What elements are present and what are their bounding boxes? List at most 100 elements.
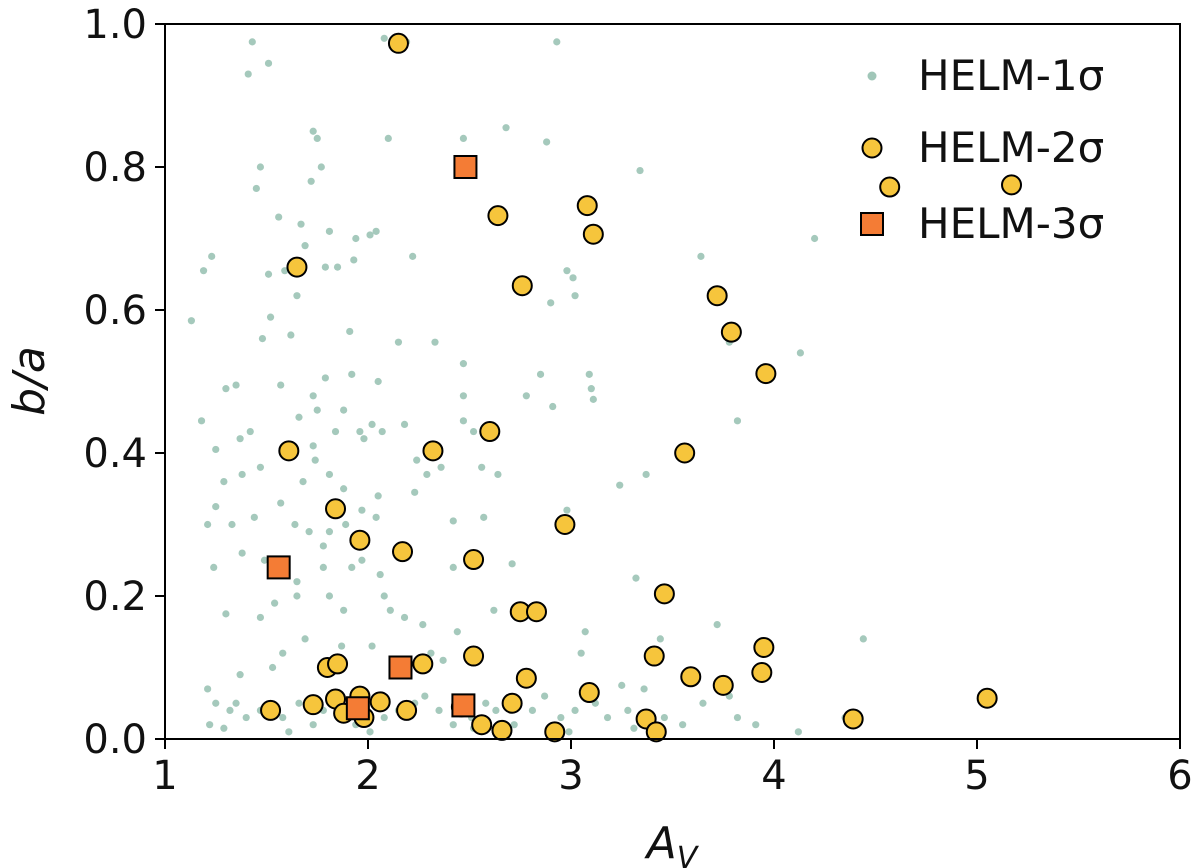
y-tick-label: 1.0 [83, 2, 147, 48]
data-point-helm-1sigma [449, 517, 457, 525]
legend: HELM-1σ HELM-2σ HELM-3σ [860, 51, 1104, 248]
data-point-helm-1sigma [459, 360, 468, 368]
data-point-helm-1sigma [528, 706, 537, 715]
legend-marker-helm-2sigma [861, 137, 883, 159]
x-tick-label: 2 [355, 753, 380, 799]
data-point-helm-1sigma [587, 385, 595, 393]
data-point-helm-1sigma [358, 556, 366, 564]
data-point-helm-1sigma [547, 299, 555, 307]
data-point-helm-1sigma [699, 699, 707, 707]
data-point-helm-1sigma [394, 338, 403, 346]
data-point-helm-3sigma [345, 696, 370, 721]
series-dot-points [187, 34, 867, 736]
data-point-helm-1sigma [275, 213, 283, 221]
data-point-helm-1sigma [260, 556, 269, 564]
data-point-helm-1sigma [242, 713, 250, 722]
data-point-helm-1sigma [220, 478, 228, 486]
data-point-helm-2sigma [674, 442, 696, 464]
y-tick-label: 0.8 [83, 145, 147, 191]
data-point-helm-1sigma [494, 470, 502, 479]
data-point-helm-2sigma [463, 645, 485, 667]
data-point-helm-1sigma [563, 506, 571, 514]
data-point-helm-2sigma [544, 721, 566, 743]
data-point-helm-1sigma [453, 628, 461, 636]
data-point-helm-2sigma [645, 721, 667, 743]
data-point-helm-2sigma [286, 256, 308, 278]
data-point-helm-1sigma [421, 692, 429, 700]
data-point-helm-1sigma [222, 385, 230, 393]
data-point-helm-2sigma [325, 498, 347, 520]
data-point-helm-1sigma [212, 699, 220, 707]
x-axis-label-main: A [644, 818, 677, 868]
data-point-helm-1sigma [204, 520, 212, 529]
data-point-helm-1sigma [636, 166, 644, 175]
data-point-helm-2sigma [1001, 174, 1023, 196]
data-point-helm-1sigma [679, 721, 687, 729]
data-point-helm-1sigma [208, 252, 216, 260]
data-point-helm-1sigma [212, 503, 220, 511]
data-point-helm-1sigma [459, 134, 468, 142]
data-point-helm-1sigma [469, 427, 478, 436]
data-point-helm-1sigma [222, 610, 230, 618]
data-point-helm-1sigma [431, 338, 439, 346]
data-point-helm-1sigma [301, 635, 309, 643]
data-point-helm-2sigma [260, 699, 282, 721]
data-point-helm-1sigma [252, 184, 260, 193]
data-point-helm-1sigma [256, 463, 265, 471]
series-circle-points [260, 32, 1023, 743]
data-point-helm-1sigma [232, 381, 240, 389]
data-point-helm-1sigma [541, 692, 549, 700]
data-point-helm-1sigma [325, 528, 334, 536]
data-point-helm-1sigma [319, 542, 327, 550]
data-point-helm-2sigma [349, 529, 371, 551]
y-tick-label: 0.6 [83, 288, 147, 334]
data-point-helm-1sigma [400, 613, 409, 622]
data-point-helm-1sigma [210, 563, 218, 572]
data-point-helm-1sigma [384, 134, 392, 142]
data-point-helm-1sigma [264, 270, 273, 278]
data-point-helm-1sigma [380, 713, 388, 722]
data-point-helm-1sigma [374, 492, 382, 500]
data-point-helm-1sigma [642, 470, 650, 479]
data-point-helm-2sigma [479, 421, 501, 443]
data-point-helm-2sigma [720, 321, 742, 343]
data-point-helm-1sigma [372, 227, 380, 235]
data-point-helm-1sigma [228, 520, 236, 529]
data-point-helm-1sigma [309, 442, 317, 450]
data-point-helm-1sigma [266, 313, 275, 321]
data-point-helm-3sigma [453, 155, 478, 179]
data-point-helm-2sigma [643, 645, 665, 667]
data-point-helm-1sigma [325, 592, 334, 600]
data-point-helm-2sigma [755, 363, 777, 385]
data-point-helm-2sigma [578, 682, 600, 704]
data-point-helm-2sigma [422, 440, 444, 462]
y-tick-label: 0.4 [83, 431, 147, 477]
data-point-helm-1sigma [313, 134, 321, 142]
data-point-helm-1sigma [549, 402, 557, 411]
data-point-helm-2sigma [387, 32, 409, 54]
data-point-helm-1sigma [264, 59, 273, 67]
data-point-helm-1sigma [256, 613, 265, 622]
x-tick-label: 1 [152, 753, 177, 799]
data-point-helm-1sigma [630, 724, 638, 732]
data-point-helm-1sigma [589, 395, 597, 403]
data-point-helm-1sigma [299, 478, 307, 486]
legend-label-helm-3sigma: HELM-3σ [918, 199, 1104, 248]
data-point-helm-1sigma [238, 549, 246, 557]
data-point-helm-1sigma [616, 481, 624, 489]
data-point-helm-1sigma [271, 599, 279, 607]
y-axis-ticks: 0.0 0.2 0.4 0.6 0.8 1.0 [83, 2, 165, 763]
data-point-helm-1sigma [618, 681, 626, 689]
data-point-helm-1sigma [311, 456, 319, 464]
data-point-helm-1sigma [220, 724, 228, 732]
x-tick-label: 5 [964, 753, 989, 799]
data-point-helm-1sigma [293, 578, 301, 586]
data-point-helm-1sigma [295, 699, 303, 707]
data-point-helm-1sigma [557, 713, 565, 722]
data-point-helm-2sigma [712, 674, 734, 696]
data-point-helm-1sigma [624, 706, 632, 715]
data-point-helm-1sigma [232, 699, 240, 707]
data-point-helm-1sigma [409, 252, 417, 260]
data-point-helm-1sigma [295, 413, 303, 421]
data-point-helm-1sigma [439, 656, 447, 664]
